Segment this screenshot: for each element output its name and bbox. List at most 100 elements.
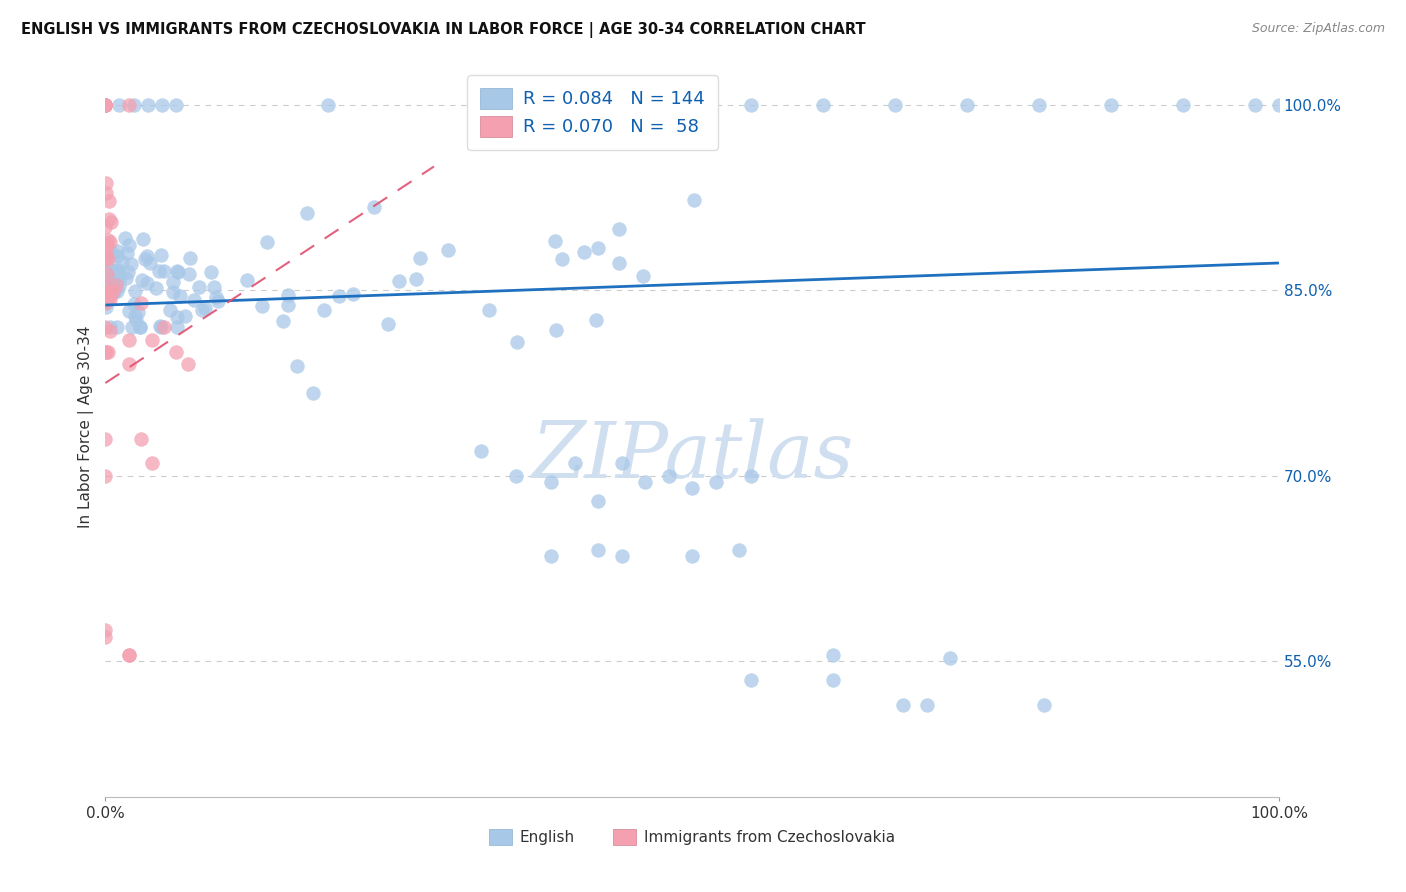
Point xyxy=(207,293,229,308)
Point xyxy=(105,320,128,334)
Point xyxy=(153,264,176,278)
Point xyxy=(129,295,152,310)
Point xyxy=(437,244,460,258)
Point xyxy=(129,320,152,334)
Point xyxy=(131,273,153,287)
Point xyxy=(1268,97,1291,112)
Point xyxy=(118,358,141,372)
Point xyxy=(149,319,172,334)
Point xyxy=(202,280,225,294)
Point xyxy=(405,272,427,286)
Point xyxy=(551,252,574,266)
Point xyxy=(811,97,834,112)
Point xyxy=(94,186,117,201)
Point xyxy=(94,97,117,112)
Point xyxy=(478,303,501,318)
Point xyxy=(682,193,704,207)
Point xyxy=(94,432,117,446)
Point xyxy=(540,549,562,564)
Point xyxy=(117,304,139,318)
Point xyxy=(153,320,176,334)
Point xyxy=(150,97,173,112)
Point xyxy=(166,265,188,279)
Point xyxy=(103,285,125,299)
Point xyxy=(634,475,657,489)
Point xyxy=(128,320,150,334)
Point xyxy=(120,257,142,271)
Point xyxy=(183,293,205,308)
Point xyxy=(100,214,122,228)
Point xyxy=(94,468,117,483)
Point xyxy=(127,305,149,319)
Point xyxy=(150,248,173,262)
Point xyxy=(115,245,138,260)
Point xyxy=(94,97,117,112)
Point xyxy=(111,255,134,269)
Point xyxy=(94,293,117,308)
Point xyxy=(139,256,162,270)
Point xyxy=(200,265,222,279)
Point xyxy=(98,285,121,300)
Point xyxy=(166,264,188,278)
Point xyxy=(586,241,609,255)
Point xyxy=(388,274,411,288)
Point xyxy=(159,302,181,317)
Point xyxy=(94,238,117,252)
Point xyxy=(174,309,197,323)
Point xyxy=(101,285,124,299)
Point xyxy=(328,288,350,302)
Point xyxy=(939,650,962,665)
Point xyxy=(342,287,364,301)
Point xyxy=(610,457,633,471)
Point xyxy=(295,206,318,220)
Point xyxy=(607,256,630,270)
Point xyxy=(740,97,762,112)
Point xyxy=(94,300,117,314)
Point xyxy=(273,314,295,328)
Point xyxy=(94,320,117,334)
Point xyxy=(94,97,117,112)
Point xyxy=(96,236,118,251)
Point xyxy=(118,333,141,347)
Point xyxy=(1033,698,1056,712)
Point xyxy=(98,212,121,227)
Point xyxy=(125,313,148,327)
Point xyxy=(94,219,117,234)
Point xyxy=(609,221,631,235)
Point xyxy=(564,457,586,471)
Point xyxy=(94,252,117,266)
Point xyxy=(105,244,128,258)
Point xyxy=(98,291,121,305)
Point xyxy=(94,177,117,191)
Point xyxy=(470,444,492,458)
Point xyxy=(176,358,198,372)
Point xyxy=(610,549,633,564)
Point xyxy=(124,309,146,323)
Point xyxy=(166,320,188,334)
Point xyxy=(141,457,163,471)
Point xyxy=(122,97,145,112)
Point xyxy=(363,200,385,214)
Point xyxy=(94,345,117,359)
Point xyxy=(97,252,120,266)
Point xyxy=(118,648,141,662)
Point xyxy=(94,279,117,293)
Point xyxy=(98,324,121,338)
Point xyxy=(94,285,117,300)
Point xyxy=(96,268,118,282)
Point xyxy=(94,239,117,253)
Point xyxy=(94,295,117,310)
Point xyxy=(136,97,159,112)
Point xyxy=(543,234,565,248)
Point xyxy=(107,266,129,280)
Point xyxy=(105,284,128,298)
Point xyxy=(318,97,340,112)
Point xyxy=(105,277,128,292)
Point xyxy=(204,290,226,304)
Point xyxy=(98,292,121,306)
Point xyxy=(97,279,120,293)
Point xyxy=(162,285,184,299)
Point xyxy=(94,97,117,112)
Point xyxy=(94,630,117,644)
Point xyxy=(104,264,127,278)
